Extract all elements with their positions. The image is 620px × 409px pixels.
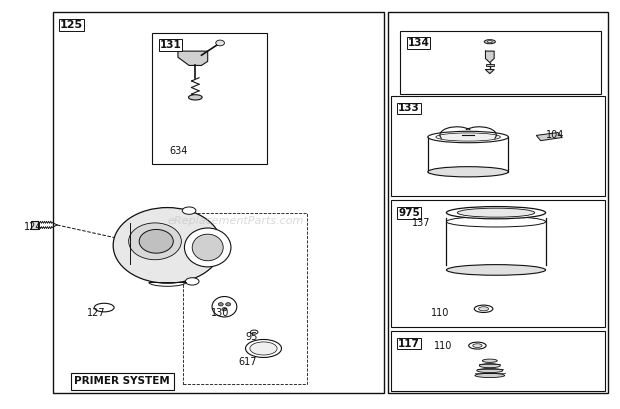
Polygon shape — [485, 51, 494, 63]
Ellipse shape — [482, 359, 497, 362]
Circle shape — [216, 40, 224, 46]
Text: 104: 104 — [546, 130, 564, 140]
Ellipse shape — [484, 40, 495, 44]
Text: PRIMER SYSTEM: PRIMER SYSTEM — [74, 376, 170, 386]
Text: 137: 137 — [412, 218, 431, 228]
Text: 124: 124 — [24, 222, 42, 232]
Text: 127: 127 — [87, 308, 105, 318]
Ellipse shape — [139, 229, 174, 253]
Ellipse shape — [192, 234, 223, 261]
Bar — [486, 64, 494, 66]
Text: 125: 125 — [60, 20, 83, 29]
Polygon shape — [485, 70, 494, 74]
Ellipse shape — [446, 216, 546, 227]
Ellipse shape — [113, 208, 222, 283]
Bar — [400, 31, 601, 94]
Ellipse shape — [474, 305, 493, 312]
Ellipse shape — [250, 330, 258, 334]
Text: 117: 117 — [398, 339, 420, 348]
Ellipse shape — [246, 339, 281, 357]
Text: 617: 617 — [239, 357, 257, 367]
Bar — [388, 12, 608, 393]
Text: 110: 110 — [434, 341, 453, 351]
Circle shape — [222, 308, 227, 311]
Bar — [31, 221, 38, 229]
Ellipse shape — [487, 41, 492, 43]
Bar — [152, 33, 267, 164]
Ellipse shape — [436, 133, 500, 141]
Polygon shape — [536, 133, 562, 141]
Ellipse shape — [428, 131, 508, 143]
Ellipse shape — [473, 344, 482, 348]
Text: 131: 131 — [159, 40, 181, 50]
Text: 634: 634 — [169, 146, 188, 156]
Polygon shape — [178, 51, 208, 65]
Ellipse shape — [446, 265, 546, 275]
Ellipse shape — [479, 307, 489, 311]
Ellipse shape — [182, 207, 196, 214]
Text: eReplacementParts.com: eReplacementParts.com — [167, 216, 304, 226]
Circle shape — [226, 303, 231, 306]
Ellipse shape — [458, 208, 534, 217]
Bar — [53, 12, 384, 393]
Ellipse shape — [428, 167, 508, 177]
Bar — [391, 96, 604, 196]
Text: 134: 134 — [407, 38, 429, 48]
Text: 133: 133 — [398, 103, 420, 113]
Bar — [391, 200, 604, 327]
Circle shape — [218, 303, 223, 306]
Text: 130: 130 — [211, 308, 229, 318]
Ellipse shape — [469, 342, 486, 349]
Ellipse shape — [185, 228, 231, 267]
Ellipse shape — [185, 278, 199, 285]
Ellipse shape — [129, 223, 182, 260]
Ellipse shape — [250, 342, 277, 355]
Bar — [391, 331, 604, 391]
Ellipse shape — [94, 303, 114, 312]
Ellipse shape — [475, 373, 505, 378]
Ellipse shape — [477, 369, 503, 373]
Text: 110: 110 — [431, 308, 450, 318]
Text: 95: 95 — [245, 333, 257, 342]
Ellipse shape — [212, 297, 237, 317]
Bar — [183, 213, 307, 384]
Ellipse shape — [188, 94, 202, 100]
Ellipse shape — [446, 207, 546, 219]
Text: 975: 975 — [398, 208, 420, 218]
Ellipse shape — [479, 364, 500, 368]
